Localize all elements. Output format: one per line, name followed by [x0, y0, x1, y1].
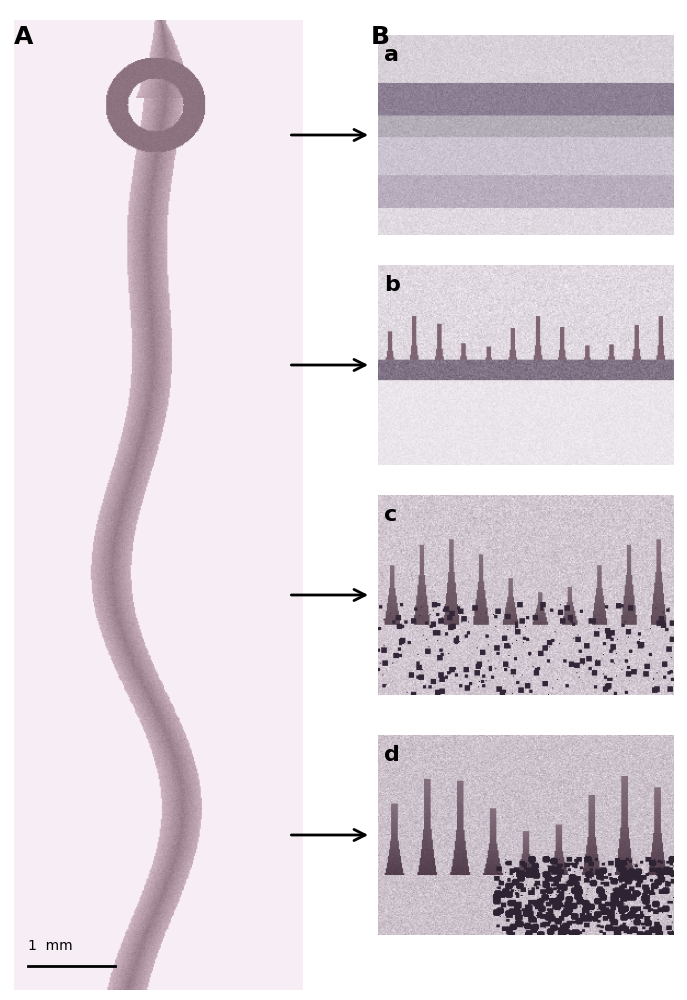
Text: A: A — [14, 25, 33, 49]
Text: d: d — [384, 745, 400, 765]
Text: 1  mm: 1 mm — [28, 939, 73, 953]
Text: a: a — [384, 45, 398, 65]
Text: b: b — [384, 275, 400, 295]
Text: c: c — [384, 505, 397, 525]
Text: B: B — [371, 25, 390, 49]
